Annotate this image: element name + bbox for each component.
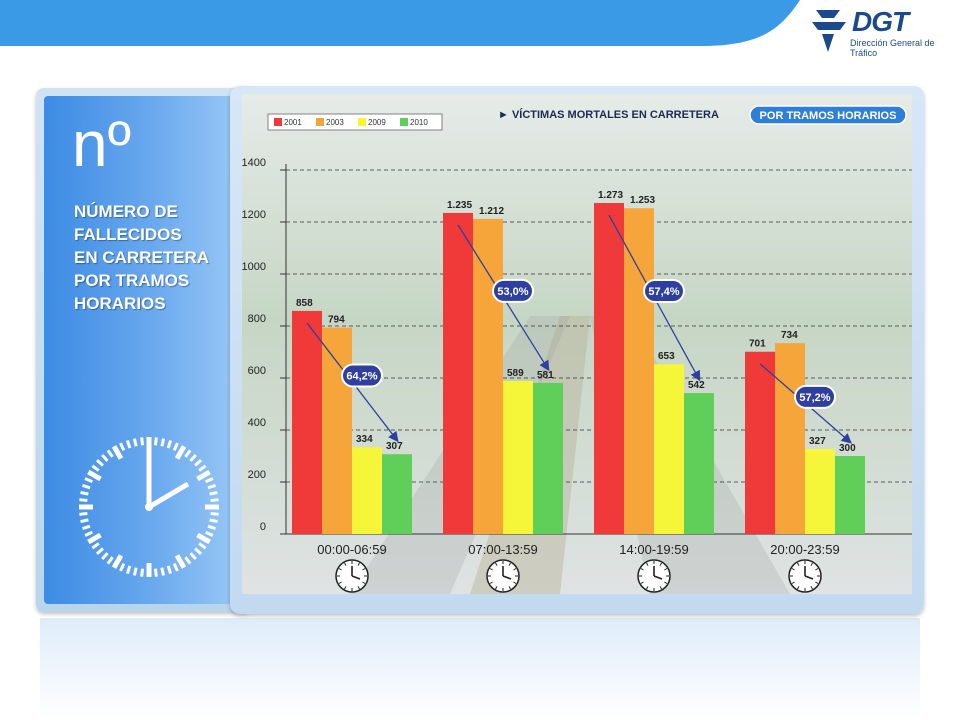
- legend: 2001 2003 2009 2010: [267, 113, 443, 131]
- left-panel: nº NÚMERO DE FALLECIDOS EN CARRETERA POR…: [36, 88, 252, 612]
- y-tick-label: 800: [248, 313, 266, 325]
- bar-2009: [352, 447, 382, 534]
- bar-2003: [322, 327, 352, 534]
- reduction-badge: 57,2%: [794, 384, 836, 409]
- bar-2001: [443, 212, 473, 534]
- bar-value-label: 300: [839, 443, 856, 454]
- bar-value-label: 858: [296, 298, 313, 309]
- category-label: 20:00-23:59: [770, 542, 839, 557]
- header-badge: POR TRAMOS HORARIOS: [749, 105, 907, 125]
- chart-title: ► VÍCTIMAS MORTALES EN CARRETERA: [498, 108, 719, 121]
- legend-label: 2003: [326, 118, 344, 127]
- bar-2010: [382, 454, 412, 534]
- bar-2003: [473, 218, 503, 534]
- reflection: [40, 618, 920, 720]
- reduction-label: 64,2%: [346, 371, 377, 383]
- bar-value-label: 542: [688, 380, 705, 391]
- y-tick-label: 1000: [242, 261, 266, 273]
- bar-value-label: 701: [749, 339, 766, 350]
- bar-2009: [503, 380, 533, 534]
- y-tick-label: 1400: [242, 157, 266, 169]
- header-band: [0, 0, 800, 46]
- caption-line: HORARIOS: [74, 294, 166, 313]
- category-label: 07:00-13:59: [468, 542, 537, 557]
- bar-2001: [594, 203, 624, 534]
- bar-value-label: 581: [537, 370, 554, 381]
- y-tick-label: 200: [248, 469, 266, 481]
- panel-caption: NÚMERO DE FALLECIDOS EN CARRETERA POR TR…: [74, 200, 244, 315]
- bar-2001: [292, 310, 322, 534]
- legend-swatch: [316, 118, 324, 126]
- bar-2010: [533, 382, 563, 534]
- bar-value-label: 327: [809, 436, 826, 447]
- clock-icon: [788, 559, 822, 593]
- y-tick-label: 400: [248, 417, 266, 429]
- bar-value-label: 589: [507, 368, 524, 379]
- reduction-label: 57,4%: [648, 286, 679, 298]
- chart: 2001 2003 2009 2010 ► VÍCTIMAS MORTALES EN …: [242, 94, 912, 594]
- chart-frame: 2001 2003 2009 2010 ► VÍCTIMAS MORTALES EN …: [230, 86, 924, 614]
- clock-icon: [79, 437, 219, 577]
- legend-swatch: [400, 118, 408, 126]
- clock-icon: [335, 559, 369, 593]
- y-tick-label: 600: [248, 365, 266, 377]
- bar-value-label: 1.235: [447, 200, 472, 211]
- bar-2001: [745, 351, 775, 534]
- bar-2003: [624, 208, 654, 534]
- caption-line: EN CARRETERA: [74, 248, 210, 267]
- bar-value-label: 307: [386, 441, 403, 452]
- legend-label: 2009: [368, 118, 386, 127]
- bar-value-label: 1.273: [598, 190, 623, 201]
- bar-2010: [684, 393, 714, 534]
- clock-icon: [486, 559, 520, 593]
- dgt-logo: DGT Dirección General de Tráfico: [812, 4, 935, 60]
- y-tick-label: 0: [260, 521, 266, 533]
- category-label: 14:00-19:59: [619, 542, 688, 557]
- legend-swatch: [274, 118, 282, 126]
- reduction-badge: 64,2%: [341, 363, 383, 388]
- y-tick-label: 1200: [242, 209, 266, 221]
- reduction-badge: 53,0%: [492, 278, 534, 303]
- bar-2009: [654, 364, 684, 534]
- bar-2003: [775, 343, 805, 534]
- badge-label: POR TRAMOS HORARIOS: [760, 110, 897, 122]
- bar-2010: [835, 456, 865, 534]
- bar-value-label: 334: [356, 434, 373, 445]
- caption-line: POR TRAMOS: [74, 271, 190, 290]
- bar-value-label: 1.253: [630, 195, 655, 206]
- panel-symbol: nº: [72, 108, 131, 180]
- caption-line: FALLECIDOS: [74, 225, 182, 244]
- logo-title: DGT: [852, 6, 909, 37]
- bar-value-label: 794: [328, 315, 345, 326]
- reduction-label: 53,0%: [497, 286, 528, 298]
- legend-label: 2001: [284, 118, 302, 127]
- bar-value-label: 734: [781, 330, 798, 341]
- bar-2009: [805, 448, 835, 534]
- clock-icon: [637, 559, 671, 593]
- caption-line: NÚMERO DE: [74, 202, 178, 221]
- category-label: 00:00-06:59: [317, 542, 386, 557]
- reduction-label: 57,2%: [799, 392, 830, 404]
- bar-value-label: 1.212: [479, 206, 504, 217]
- bar-value-label: 653: [658, 351, 675, 362]
- reduction-badge: 57,4%: [643, 279, 685, 304]
- legend-label: 2010: [410, 118, 428, 127]
- legend-swatch: [358, 118, 366, 126]
- logo-subtitle: Dirección General de Tráfico: [850, 38, 935, 58]
